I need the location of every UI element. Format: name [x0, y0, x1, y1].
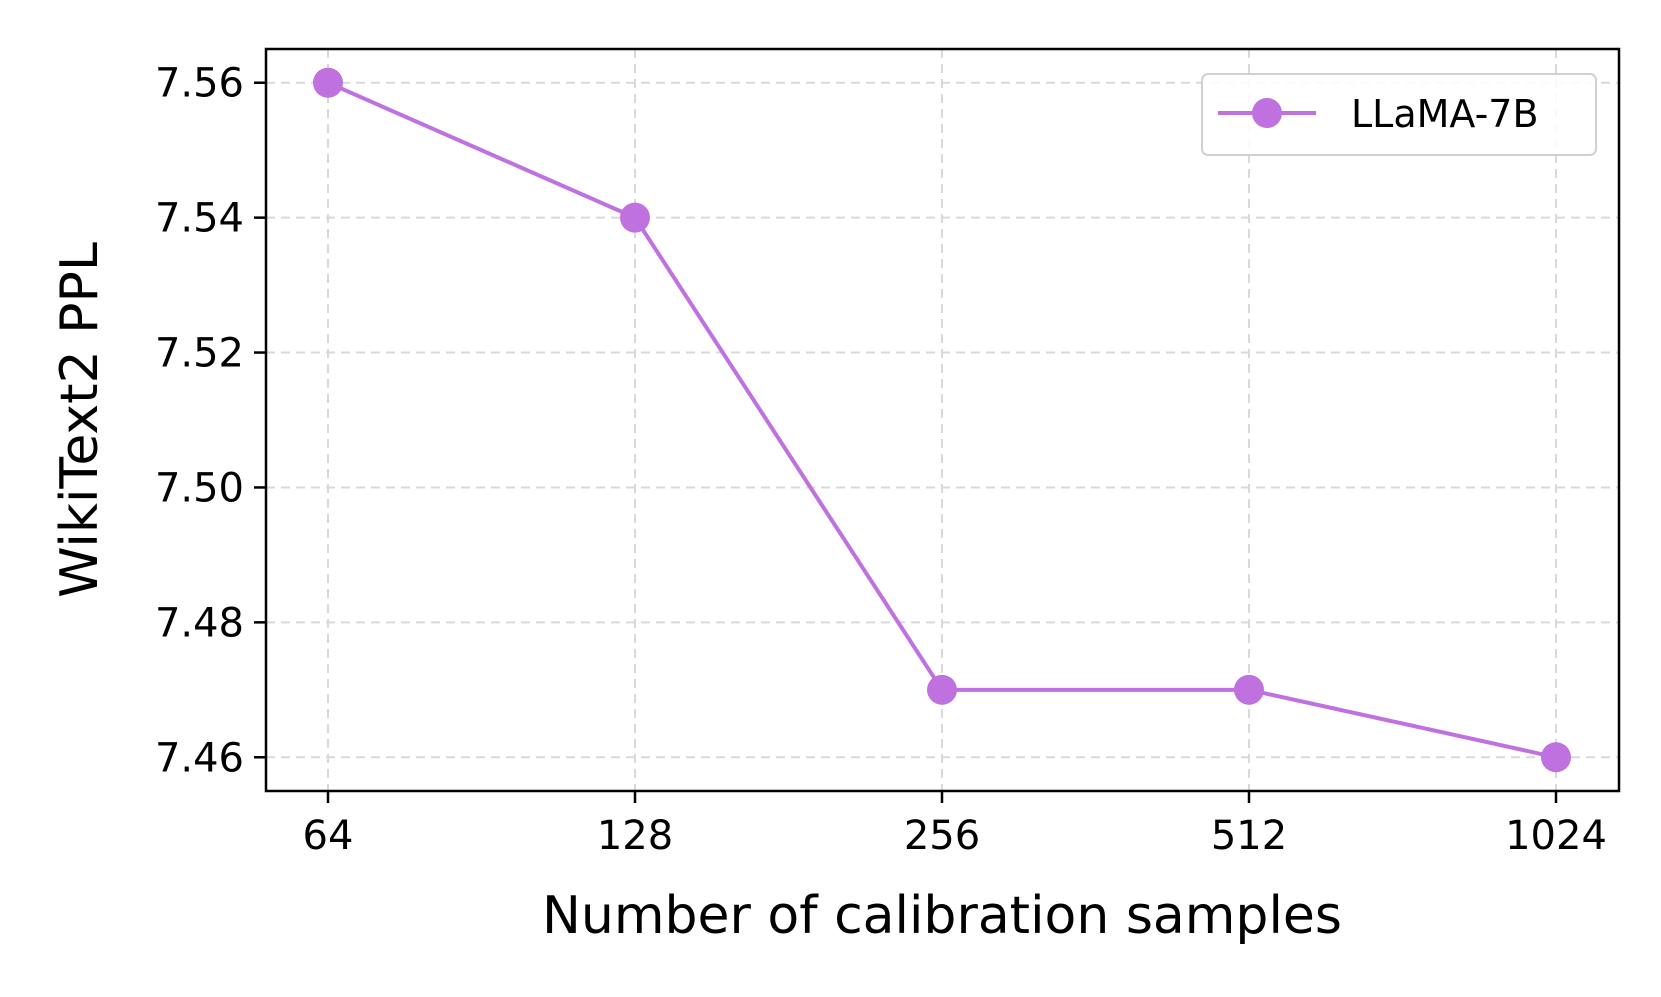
x-tick-label: 128 [597, 813, 673, 859]
y-tick-label: 7.52 [155, 331, 244, 377]
y-ticks: 7.46 7.48 7.50 7.52 7.54 7.56 [155, 61, 266, 781]
data-point [1541, 742, 1571, 773]
y-tick-label: 7.46 [155, 735, 244, 781]
x-tick-label: 512 [1211, 813, 1287, 859]
legend-label: LLaMA-7B [1351, 92, 1539, 136]
y-tick-label: 7.50 [155, 465, 244, 511]
series-layer [313, 67, 1571, 773]
data-point [313, 67, 343, 98]
legend-marker [1252, 98, 1282, 128]
legend: LLaMA-7B [1201, 73, 1597, 156]
x-tick-label: 256 [904, 813, 980, 859]
y-tick-label: 7.48 [155, 600, 244, 646]
data-point [927, 674, 957, 705]
y-axis-label: WikiText2 PPL [50, 242, 110, 598]
y-tick-label: 7.56 [155, 61, 244, 107]
x-tick-label: 1024 [1505, 813, 1607, 859]
x-axis-label: Number of calibration samples [542, 886, 1342, 946]
y-tick-label: 7.54 [155, 196, 244, 242]
data-point [620, 202, 650, 233]
data-point [1234, 674, 1264, 705]
x-tick-label: 64 [303, 813, 354, 859]
x-ticks: 64 128 256 512 1024 [303, 791, 1607, 859]
grid [266, 49, 1619, 791]
legend-box [1201, 73, 1597, 156]
